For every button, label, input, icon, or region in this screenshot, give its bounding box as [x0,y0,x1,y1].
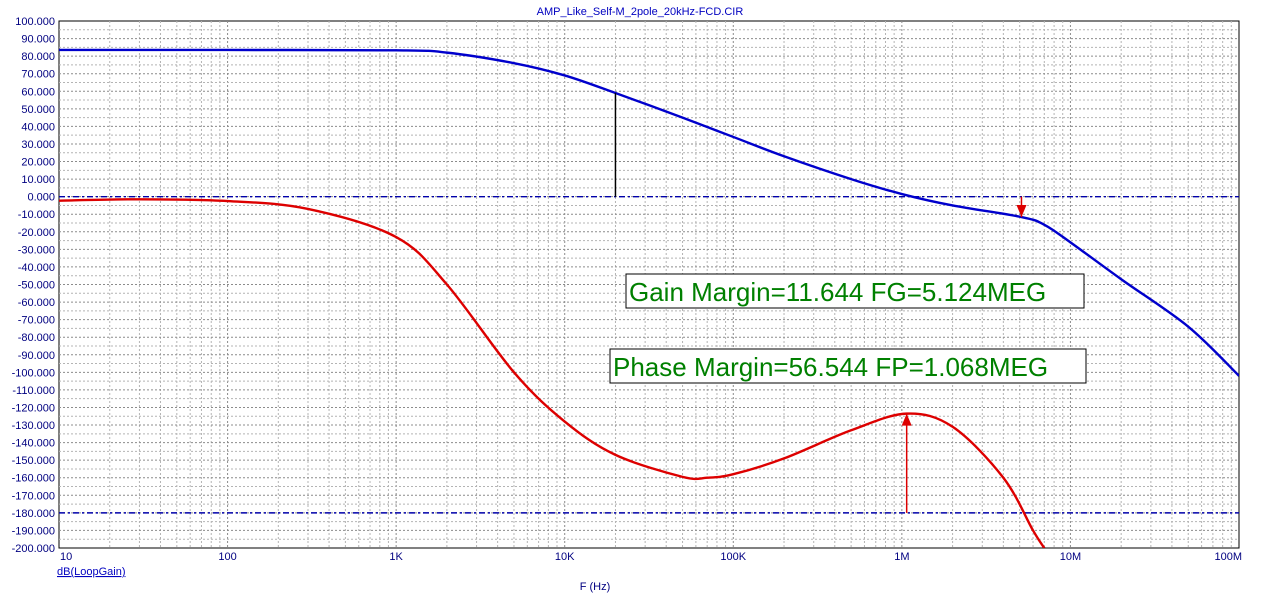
y-tick-label: -150.000 [12,455,55,467]
phase-margin-text: Phase Margin=56.544 FP=1.068MEG [613,352,1048,382]
y-tick-label: -80.000 [18,332,55,344]
x-axis-label: F (Hz) [580,581,611,593]
x-tick-labels: 10 100 1K 10K 100K 1M 10M 100M [60,551,1242,563]
y-tick-label: 10.000 [21,174,55,186]
y-tick-label: -120.000 [12,402,55,414]
y-tick-label: -140.000 [12,438,55,450]
y-tick-label: -190.000 [12,525,55,537]
x-tick-label: 100M [1214,551,1242,563]
y-tick-label: 0.000 [27,192,55,204]
y-tick-label: -130.000 [12,420,55,432]
y-tick-label: -90.000 [18,350,55,362]
y-tick-label: 30.000 [21,139,55,151]
x-tick-label: 10 [60,551,72,563]
y-tick-label: -110.000 [12,385,55,397]
y-tick-label: -100.000 [12,367,55,379]
y-tick-label: -30.000 [18,244,55,256]
margin-arrow-head [901,413,912,426]
y-tick-label: -70.000 [18,315,55,327]
margin-arrow-head [1016,205,1027,218]
x-tick-label: 10M [1060,551,1081,563]
y-tick-label: 100.000 [15,16,55,28]
y-tick-label: 80.000 [21,51,55,63]
x-tick-label: 10K [555,551,575,563]
phase-margin-annotation: Phase Margin=56.544 FP=1.068MEG [609,348,1087,384]
y-tick-label: -200.000 [12,543,55,555]
y-tick-label: 50.000 [21,104,55,116]
gain-curve [59,48,1239,377]
gain-margin-text: Gain Margin=11.644 FG=5.124MEG [629,277,1046,307]
y-tick-label: -160.000 [12,473,55,485]
x-tick-label: 1K [389,551,403,563]
y-tick-labels: 100.000 90.000 80.000 70.000 60.000 50.000 40.… [12,16,55,555]
x-tick-label: 1M [894,551,909,563]
y-tick-label: 90.000 [21,34,55,46]
y-tick-label: 60.000 [21,86,55,98]
phase-curve [59,198,1046,548]
reference-lines [59,195,1239,514]
x-tick-label: 100K [720,551,746,563]
y-axis-label: dB(LoopGain) [57,566,126,578]
y-tick-label: -20.000 [18,227,55,239]
y-tick-label: -180.000 [12,508,55,520]
y-tick-label: 20.000 [21,157,55,169]
gain-margin-annotation: Gain Margin=11.644 FG=5.124MEG [625,273,1085,309]
chart-title: AMP_Like_Self-M_2pole_20kHz-FCD.CIR [537,6,744,18]
y-tick-label: -170.000 [12,490,55,502]
y-tick-label: -60.000 [18,297,55,309]
x-tick-label: 100 [218,551,236,563]
y-tick-label: 70.000 [21,69,55,81]
series-group [59,48,1239,548]
y-tick-label: -50.000 [18,280,55,292]
y-tick-label: 40.000 [21,121,55,133]
y-tick-label: -10.000 [18,209,55,221]
markers-group [614,93,1027,513]
y-tick-label: -40.000 [18,262,55,274]
